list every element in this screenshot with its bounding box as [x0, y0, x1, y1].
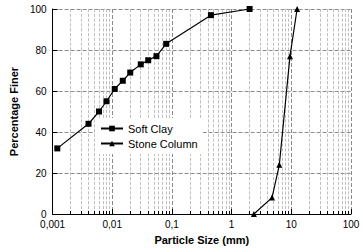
svg-text:20: 20: [35, 168, 47, 179]
svg-text:1: 1: [229, 219, 235, 230]
svg-text:10: 10: [286, 219, 298, 230]
svg-text:Soft Clay: Soft Clay: [128, 123, 173, 135]
svg-text:80: 80: [35, 45, 47, 56]
svg-text:60: 60: [35, 86, 47, 97]
svg-text:0,001: 0,001: [40, 219, 65, 230]
svg-text:0,01: 0,01: [103, 219, 123, 230]
svg-text:Stone Column: Stone Column: [128, 138, 198, 150]
svg-text:40: 40: [35, 127, 47, 138]
svg-text:Particle Size (mm): Particle Size (mm): [154, 234, 249, 246]
svg-text:100: 100: [30, 4, 47, 15]
svg-text:100: 100: [343, 219, 360, 230]
svg-text:Percentage Finer: Percentage Finer: [8, 66, 20, 156]
svg-text:0,1: 0,1: [165, 219, 179, 230]
svg-text:0: 0: [41, 208, 47, 220]
